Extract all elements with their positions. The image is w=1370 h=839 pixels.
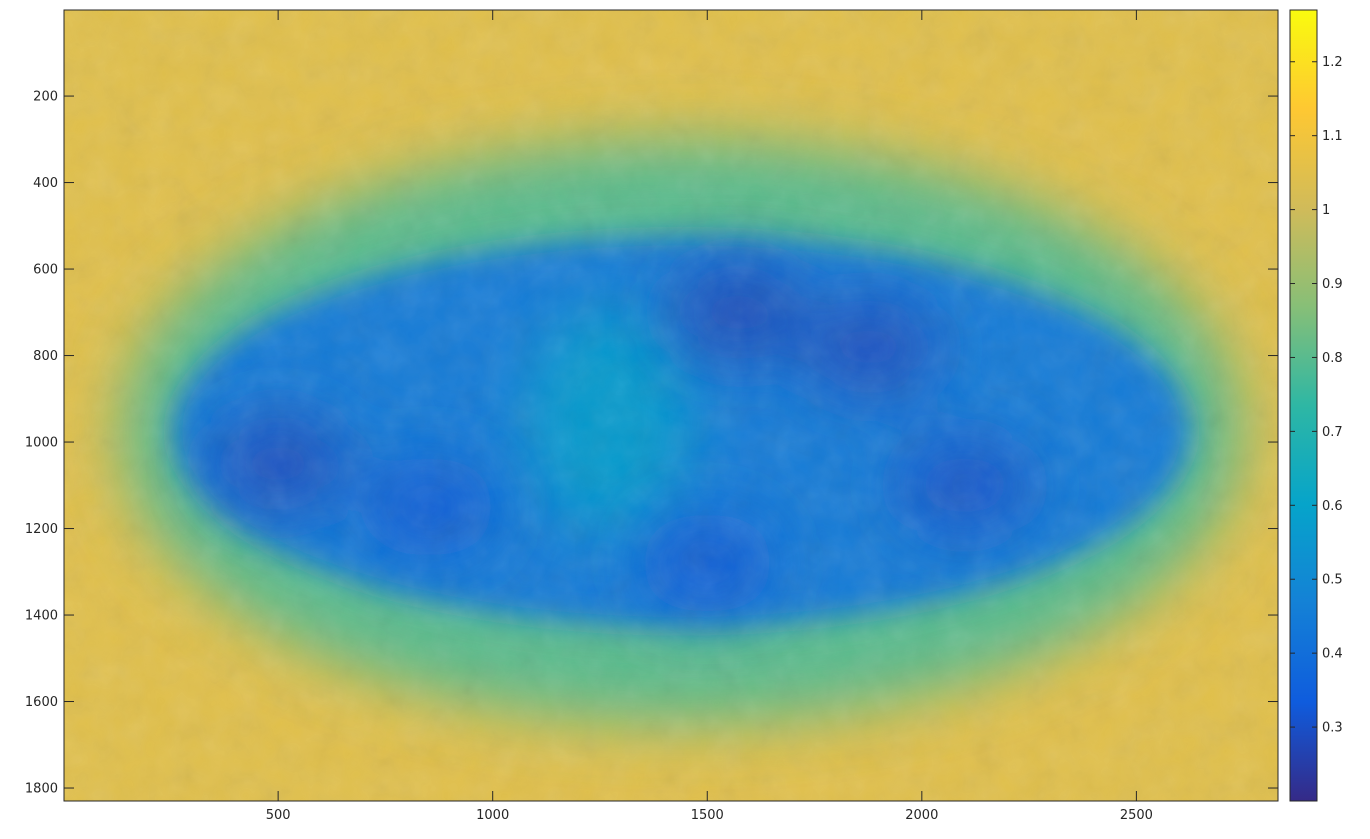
y-tick-label: 1000 bbox=[25, 436, 58, 451]
colorbar-tick-label: 0.6 bbox=[1322, 499, 1343, 514]
x-tick-label: 2000 bbox=[905, 808, 938, 823]
colorbar-tick-label: 0.8 bbox=[1322, 351, 1343, 366]
y-tick-label: 600 bbox=[33, 263, 58, 278]
y-axis: 200 400 600 800 1000 1200 1400 1600 1800 bbox=[25, 90, 1278, 797]
colorbar bbox=[1290, 10, 1317, 801]
heatmap-image bbox=[64, 10, 1278, 801]
colorbar-tick-label: 1.2 bbox=[1322, 55, 1343, 70]
colorbar-tick-label: 0.4 bbox=[1322, 647, 1343, 662]
y-tick-label: 800 bbox=[33, 349, 58, 364]
x-tick-label: 2500 bbox=[1120, 808, 1153, 823]
colorbar-box bbox=[1289, 9, 1318, 802]
y-tick-label: 200 bbox=[33, 90, 58, 105]
y-tick-label: 1800 bbox=[25, 782, 58, 797]
colorbar-axis: 0.3 0.4 0.5 0.6 0.7 0.8 0.9 1 1.1 1.2 bbox=[1290, 55, 1343, 736]
y-tick-label: 1600 bbox=[25, 695, 58, 710]
x-axis: 500 1000 1500 2000 2500 bbox=[266, 10, 1153, 823]
y-tick-label: 400 bbox=[33, 176, 58, 191]
x-tick-label: 1500 bbox=[691, 808, 724, 823]
y-tick-label: 1400 bbox=[25, 609, 58, 624]
colorbar-tick-label: 0.7 bbox=[1322, 425, 1343, 440]
x-tick-label: 500 bbox=[266, 808, 291, 823]
colorbar-tick-label: 0.5 bbox=[1322, 573, 1343, 588]
x-tick-label: 1000 bbox=[476, 808, 509, 823]
y-tick-label: 1200 bbox=[25, 522, 58, 537]
colorbar-tick-label: 0.3 bbox=[1322, 721, 1343, 736]
colorbar-tick-label: 1.1 bbox=[1322, 129, 1343, 144]
plot-axes-box bbox=[63, 9, 1279, 802]
heatmap-texture bbox=[64, 10, 1278, 801]
colorbar-tick-label: 1 bbox=[1322, 203, 1330, 218]
colorbar-tick-label: 0.9 bbox=[1322, 277, 1343, 292]
